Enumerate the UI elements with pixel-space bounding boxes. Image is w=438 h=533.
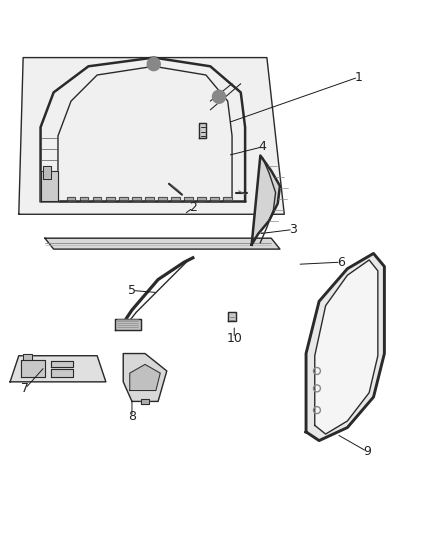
Polygon shape <box>51 361 73 367</box>
Circle shape <box>212 90 226 103</box>
Polygon shape <box>197 197 206 200</box>
Polygon shape <box>43 166 51 180</box>
Polygon shape <box>93 197 102 200</box>
Polygon shape <box>123 353 167 401</box>
Text: 9: 9 <box>363 445 371 458</box>
Polygon shape <box>19 58 284 214</box>
Text: 5: 5 <box>128 284 136 297</box>
Text: 6: 6 <box>337 256 345 269</box>
Polygon shape <box>10 356 106 382</box>
Polygon shape <box>41 171 58 201</box>
Polygon shape <box>141 399 149 403</box>
Polygon shape <box>80 197 88 200</box>
Polygon shape <box>145 197 154 200</box>
Polygon shape <box>184 197 193 200</box>
Text: 3: 3 <box>289 223 297 236</box>
Text: 7: 7 <box>21 382 29 395</box>
Polygon shape <box>106 197 115 200</box>
Polygon shape <box>252 156 280 245</box>
Polygon shape <box>21 360 45 377</box>
Polygon shape <box>119 197 127 200</box>
Polygon shape <box>23 353 32 360</box>
Polygon shape <box>199 123 206 138</box>
Polygon shape <box>171 197 180 200</box>
Polygon shape <box>132 197 141 200</box>
Polygon shape <box>306 254 385 441</box>
Text: 1: 1 <box>354 71 362 84</box>
Polygon shape <box>223 197 232 200</box>
Polygon shape <box>315 260 378 434</box>
Text: 10: 10 <box>226 332 242 345</box>
Text: 2: 2 <box>189 201 197 214</box>
Polygon shape <box>228 312 237 321</box>
Polygon shape <box>67 197 75 200</box>
Polygon shape <box>45 238 280 249</box>
Polygon shape <box>51 369 73 377</box>
Circle shape <box>147 58 160 71</box>
Polygon shape <box>130 365 160 391</box>
Text: 8: 8 <box>128 410 136 423</box>
Text: 4: 4 <box>258 140 266 154</box>
Polygon shape <box>115 319 141 329</box>
Polygon shape <box>158 197 167 200</box>
Polygon shape <box>210 197 219 200</box>
